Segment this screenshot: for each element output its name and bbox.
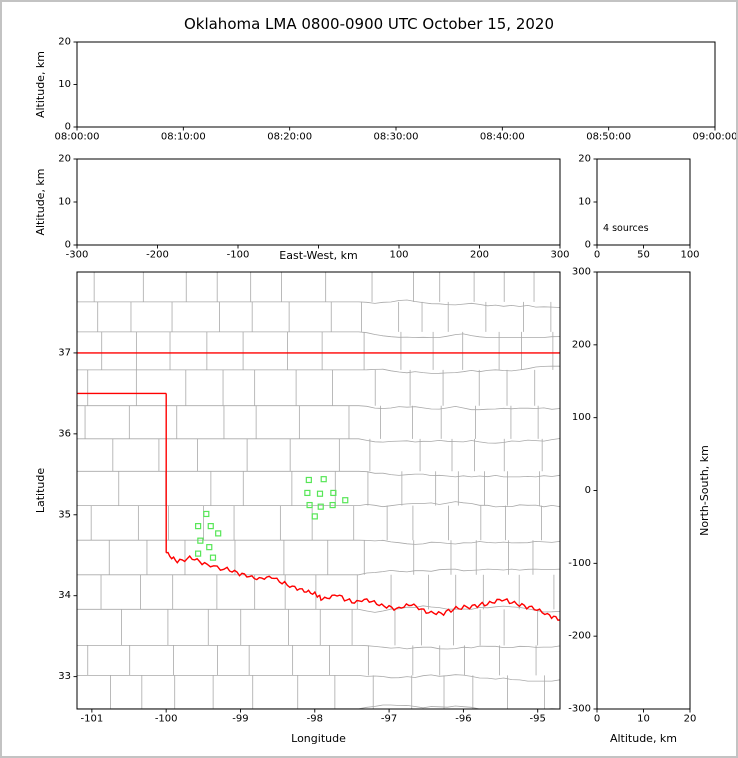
x-tick-label: 08:50:00 — [586, 131, 631, 142]
lma-station-marker — [320, 476, 327, 483]
y-tick-label: 33 — [58, 671, 71, 682]
y-tick-label: 0 — [65, 122, 71, 133]
x-tick-label: 08:20:00 — [267, 131, 312, 142]
x-tick-label: -95 — [530, 713, 546, 724]
y-tick-label: 34 — [58, 590, 71, 601]
lma-station-marker — [215, 530, 222, 537]
lma-station-marker — [304, 489, 311, 497]
x-tick-label: -101 — [81, 713, 104, 724]
y-tick-label: 300 — [572, 267, 591, 278]
lma-stations — [195, 476, 349, 561]
x-tick-label: 09:00:00 — [693, 131, 738, 142]
x-tick-label: 0 — [594, 249, 600, 260]
x-tick-label: -98 — [307, 713, 323, 724]
lma-station-marker — [209, 554, 217, 561]
x-tick-label: -200 — [146, 249, 169, 260]
x-tick-label: 100 — [389, 249, 408, 260]
ylabel-ew_height: Altitude, km — [34, 168, 47, 235]
x-tick-label: 10 — [637, 713, 650, 724]
y-tick-label: 0 — [65, 240, 71, 251]
panel-ew_height: -300 -200 -100 100 200 300 East-West, km 0 10 20 A… — [34, 154, 570, 263]
x-tick-label: -300 — [66, 249, 89, 260]
x-tick-label: -96 — [455, 713, 471, 724]
x-tick-label: 08:30:00 — [374, 131, 419, 142]
xlabel-ns_height: Altitude, km — [610, 732, 677, 745]
lma-station-marker — [206, 544, 213, 551]
x-tick-label: 0 — [594, 713, 600, 724]
x-tick-label: 20 — [684, 713, 697, 724]
y-tick-label: -300 — [568, 704, 591, 715]
y-tick-label: 200 — [572, 339, 591, 350]
state-border — [77, 352, 560, 621]
lma-station-marker — [207, 523, 214, 530]
x-tick-label: -100 — [155, 713, 178, 724]
ylabel-ns_height: North-South, km — [698, 445, 711, 536]
annotation-histogram: 4 sources — [603, 223, 649, 234]
lma-station-marker — [195, 523, 202, 530]
y-tick-label: 100 — [572, 412, 591, 423]
y-tick-label: 20 — [578, 154, 591, 165]
y-tick-label: -200 — [568, 631, 591, 642]
x-tick-label: 08:00:00 — [55, 131, 100, 142]
panel-histogram: 0 50 100 0 10 20 4 sources — [578, 154, 699, 261]
x-tick-label: -97 — [381, 713, 397, 724]
panel-ns_height: 0 10 20 Altitude, km -300 -200 -100 0 100 200 300 N… — [568, 267, 711, 746]
y-tick-label: 35 — [58, 509, 71, 520]
x-tick-label: -99 — [232, 713, 248, 724]
map-content — [77, 272, 560, 709]
panel-time_height: 08:00:00 08:10:00 08:20:00 08:30:00 08:40:00… — [34, 37, 738, 143]
lma-station-marker — [316, 490, 324, 497]
x-tick-label: 08:10:00 — [161, 131, 206, 142]
x-tick-label: 200 — [470, 249, 489, 260]
x-tick-label: -100 — [227, 249, 250, 260]
y-tick-label: 0 — [585, 240, 591, 251]
lma-station-marker — [203, 510, 210, 518]
lma-station-marker — [305, 476, 312, 484]
lma-station-marker — [330, 489, 337, 497]
lma-station-marker — [342, 497, 349, 504]
x-tick-label: 50 — [637, 249, 650, 260]
xlabel-ew_height: East-West, km — [279, 249, 357, 262]
figure-title: Oklahoma LMA 0800-0900 UTC October 15, 2… — [183, 15, 555, 33]
lma-station-marker — [306, 501, 313, 509]
y-tick-label: 10 — [578, 197, 591, 208]
y-tick-label: 36 — [58, 428, 71, 439]
y-tick-label: 0 — [585, 485, 591, 496]
lma-station-marker — [317, 503, 324, 510]
y-tick-label: -100 — [568, 558, 591, 569]
lma-station-marker — [329, 501, 336, 509]
panel-plan_view: -101 -100 -99 -98 -97 -96 -95 Longitude 33 34 35 36… — [34, 271, 561, 745]
y-tick-label: 10 — [58, 79, 71, 90]
y-tick-label: 20 — [58, 37, 71, 48]
y-tick-label: 10 — [58, 197, 71, 208]
xlabel-plan_view: Longitude — [291, 732, 346, 745]
x-tick-label: 100 — [680, 249, 699, 260]
ylabel-time_height: Altitude, km — [34, 51, 47, 118]
y-tick-label: 37 — [58, 347, 71, 358]
county-boundaries — [77, 272, 560, 709]
x-tick-label: 08:40:00 — [480, 131, 525, 142]
lma-station-marker — [195, 550, 202, 557]
lma-station-marker — [197, 537, 204, 544]
ylabel-plan_view: Latitude — [34, 468, 47, 514]
y-tick-label: 20 — [58, 154, 71, 165]
x-tick-label: 300 — [550, 249, 569, 260]
lma-station-marker — [311, 513, 318, 520]
